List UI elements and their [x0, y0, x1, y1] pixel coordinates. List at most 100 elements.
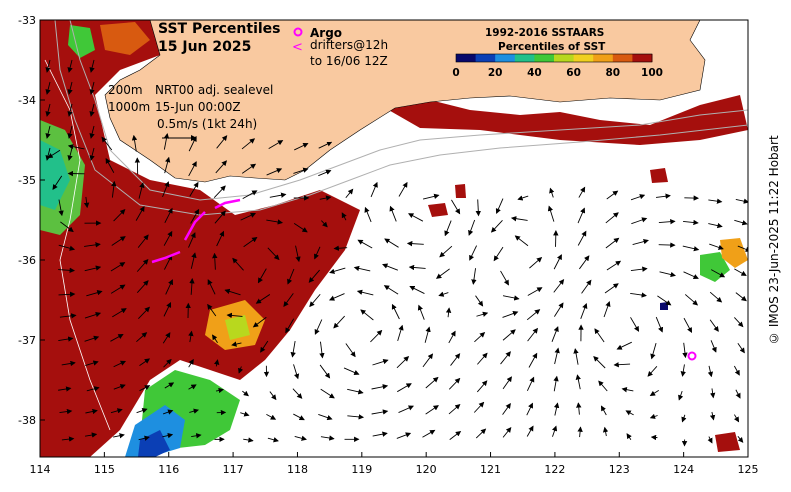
- current-arrow: [527, 327, 538, 342]
- current-arrow: [52, 175, 63, 191]
- current-arrow: [733, 414, 740, 423]
- current-arrow: [191, 433, 202, 439]
- lon-tick-label: 117: [223, 463, 244, 476]
- current-arrow: [60, 221, 74, 233]
- vector-scale-label: 0.5m/s (1kt 24h): [157, 117, 257, 131]
- current-arrow: [680, 364, 686, 377]
- current-arrow: [164, 207, 173, 223]
- current-arrow: [708, 198, 723, 204]
- current-arrow: [371, 384, 389, 390]
- current-arrow: [243, 237, 258, 248]
- current-arrow: [163, 230, 173, 246]
- lat-axis: -33 -34 -35 -36 -37 -38: [18, 14, 45, 427]
- current-arrow: [707, 436, 713, 444]
- current-arrow: [735, 389, 741, 399]
- current-arrow: [295, 245, 301, 263]
- current-arrow: [370, 329, 383, 343]
- current-arrow: [502, 427, 512, 438]
- current-arrow: [136, 408, 148, 414]
- colorbar-tick-label: 20: [488, 67, 503, 79]
- current-arrow: [398, 181, 408, 197]
- current-arrow: [89, 103, 95, 117]
- current-arrow: [112, 308, 127, 318]
- current-arrow: [58, 291, 76, 298]
- current-arrow: [67, 81, 73, 95]
- colorbar-swatch: [534, 54, 555, 62]
- current-arrow: [242, 190, 258, 199]
- current-arrow: [439, 245, 453, 258]
- current-arrow: [621, 387, 634, 393]
- current-arrow: [58, 386, 72, 392]
- current-arrow: [58, 244, 76, 251]
- current-arrow: [502, 295, 520, 301]
- current-arrow: [84, 432, 98, 438]
- current-arrow: [320, 435, 335, 441]
- current-arrow: [422, 193, 440, 200]
- current-arrow: [268, 140, 284, 150]
- current-arrow: [737, 245, 748, 252]
- current-arrow: [232, 257, 244, 271]
- current-arrow: [658, 242, 676, 248]
- current-arrow: [408, 264, 426, 271]
- current-arrow: [408, 213, 424, 222]
- current-arrow: [165, 279, 173, 295]
- sst-patch-south-navy: [138, 430, 170, 457]
- current-arrow: [357, 239, 373, 249]
- current-arrow: [84, 265, 102, 272]
- current-arrow: [708, 222, 723, 229]
- lon-tick-label: 121: [480, 463, 501, 476]
- current-arrow: [207, 279, 216, 295]
- current-arrow: [188, 358, 194, 368]
- current-arrow: [655, 193, 671, 199]
- current-arrow: [502, 376, 512, 390]
- current-arrow: [241, 138, 256, 150]
- current-arrow: [266, 413, 277, 420]
- current-arrow: [138, 306, 150, 319]
- current-arrow: [226, 312, 243, 319]
- current-arrow: [683, 219, 699, 226]
- current-arrow: [255, 294, 271, 304]
- current-arrow: [625, 410, 634, 416]
- current-arrow: [554, 302, 564, 317]
- current-arrow: [476, 311, 489, 317]
- current-arrow: [308, 269, 320, 283]
- current-arrow: [409, 286, 425, 294]
- current-arrow: [347, 414, 365, 420]
- lon-tick-label: 118: [287, 463, 308, 476]
- current-arrow: [600, 405, 607, 416]
- current-arrow: [266, 219, 284, 225]
- current-arrow: [267, 437, 279, 443]
- current-arrow: [364, 206, 372, 223]
- current-arrow: [59, 408, 73, 415]
- lon-tick-label: 119: [351, 463, 372, 476]
- current-arrow: [58, 336, 74, 342]
- current-arrow: [67, 125, 73, 139]
- contour-200m: [69, 20, 748, 201]
- lat-tick-label: -38: [18, 414, 36, 427]
- current-arrow: [631, 217, 648, 225]
- lon-tick-label: 125: [738, 463, 759, 476]
- current-arrow: [602, 426, 609, 437]
- colorbar-tick-label: 100: [641, 67, 663, 79]
- current-arrow: [67, 59, 73, 73]
- current-arrow: [551, 326, 559, 342]
- current-arrow: [163, 358, 172, 368]
- current-arrow: [188, 161, 197, 177]
- colorbar-frame: [455, 53, 653, 63]
- current-arrow: [260, 340, 269, 353]
- current-arrow: [45, 147, 51, 161]
- current-arrow: [370, 181, 378, 198]
- current-arrow: [240, 212, 257, 221]
- argo-legend-icon: [293, 27, 303, 37]
- contour-200m-label: 200m: [108, 83, 143, 97]
- lon-tick-label: 114: [30, 463, 51, 476]
- current-arrow: [267, 247, 280, 261]
- current-arrow: [105, 157, 115, 173]
- current-arrow: [630, 194, 646, 201]
- drifters-legend-line1: drifters@12h: [310, 38, 388, 52]
- current-arrow: [382, 263, 398, 271]
- current-arrow: [659, 271, 676, 278]
- colorbar-swatch: [593, 54, 614, 62]
- current-arrow: [450, 353, 461, 366]
- current-arrow: [319, 341, 325, 359]
